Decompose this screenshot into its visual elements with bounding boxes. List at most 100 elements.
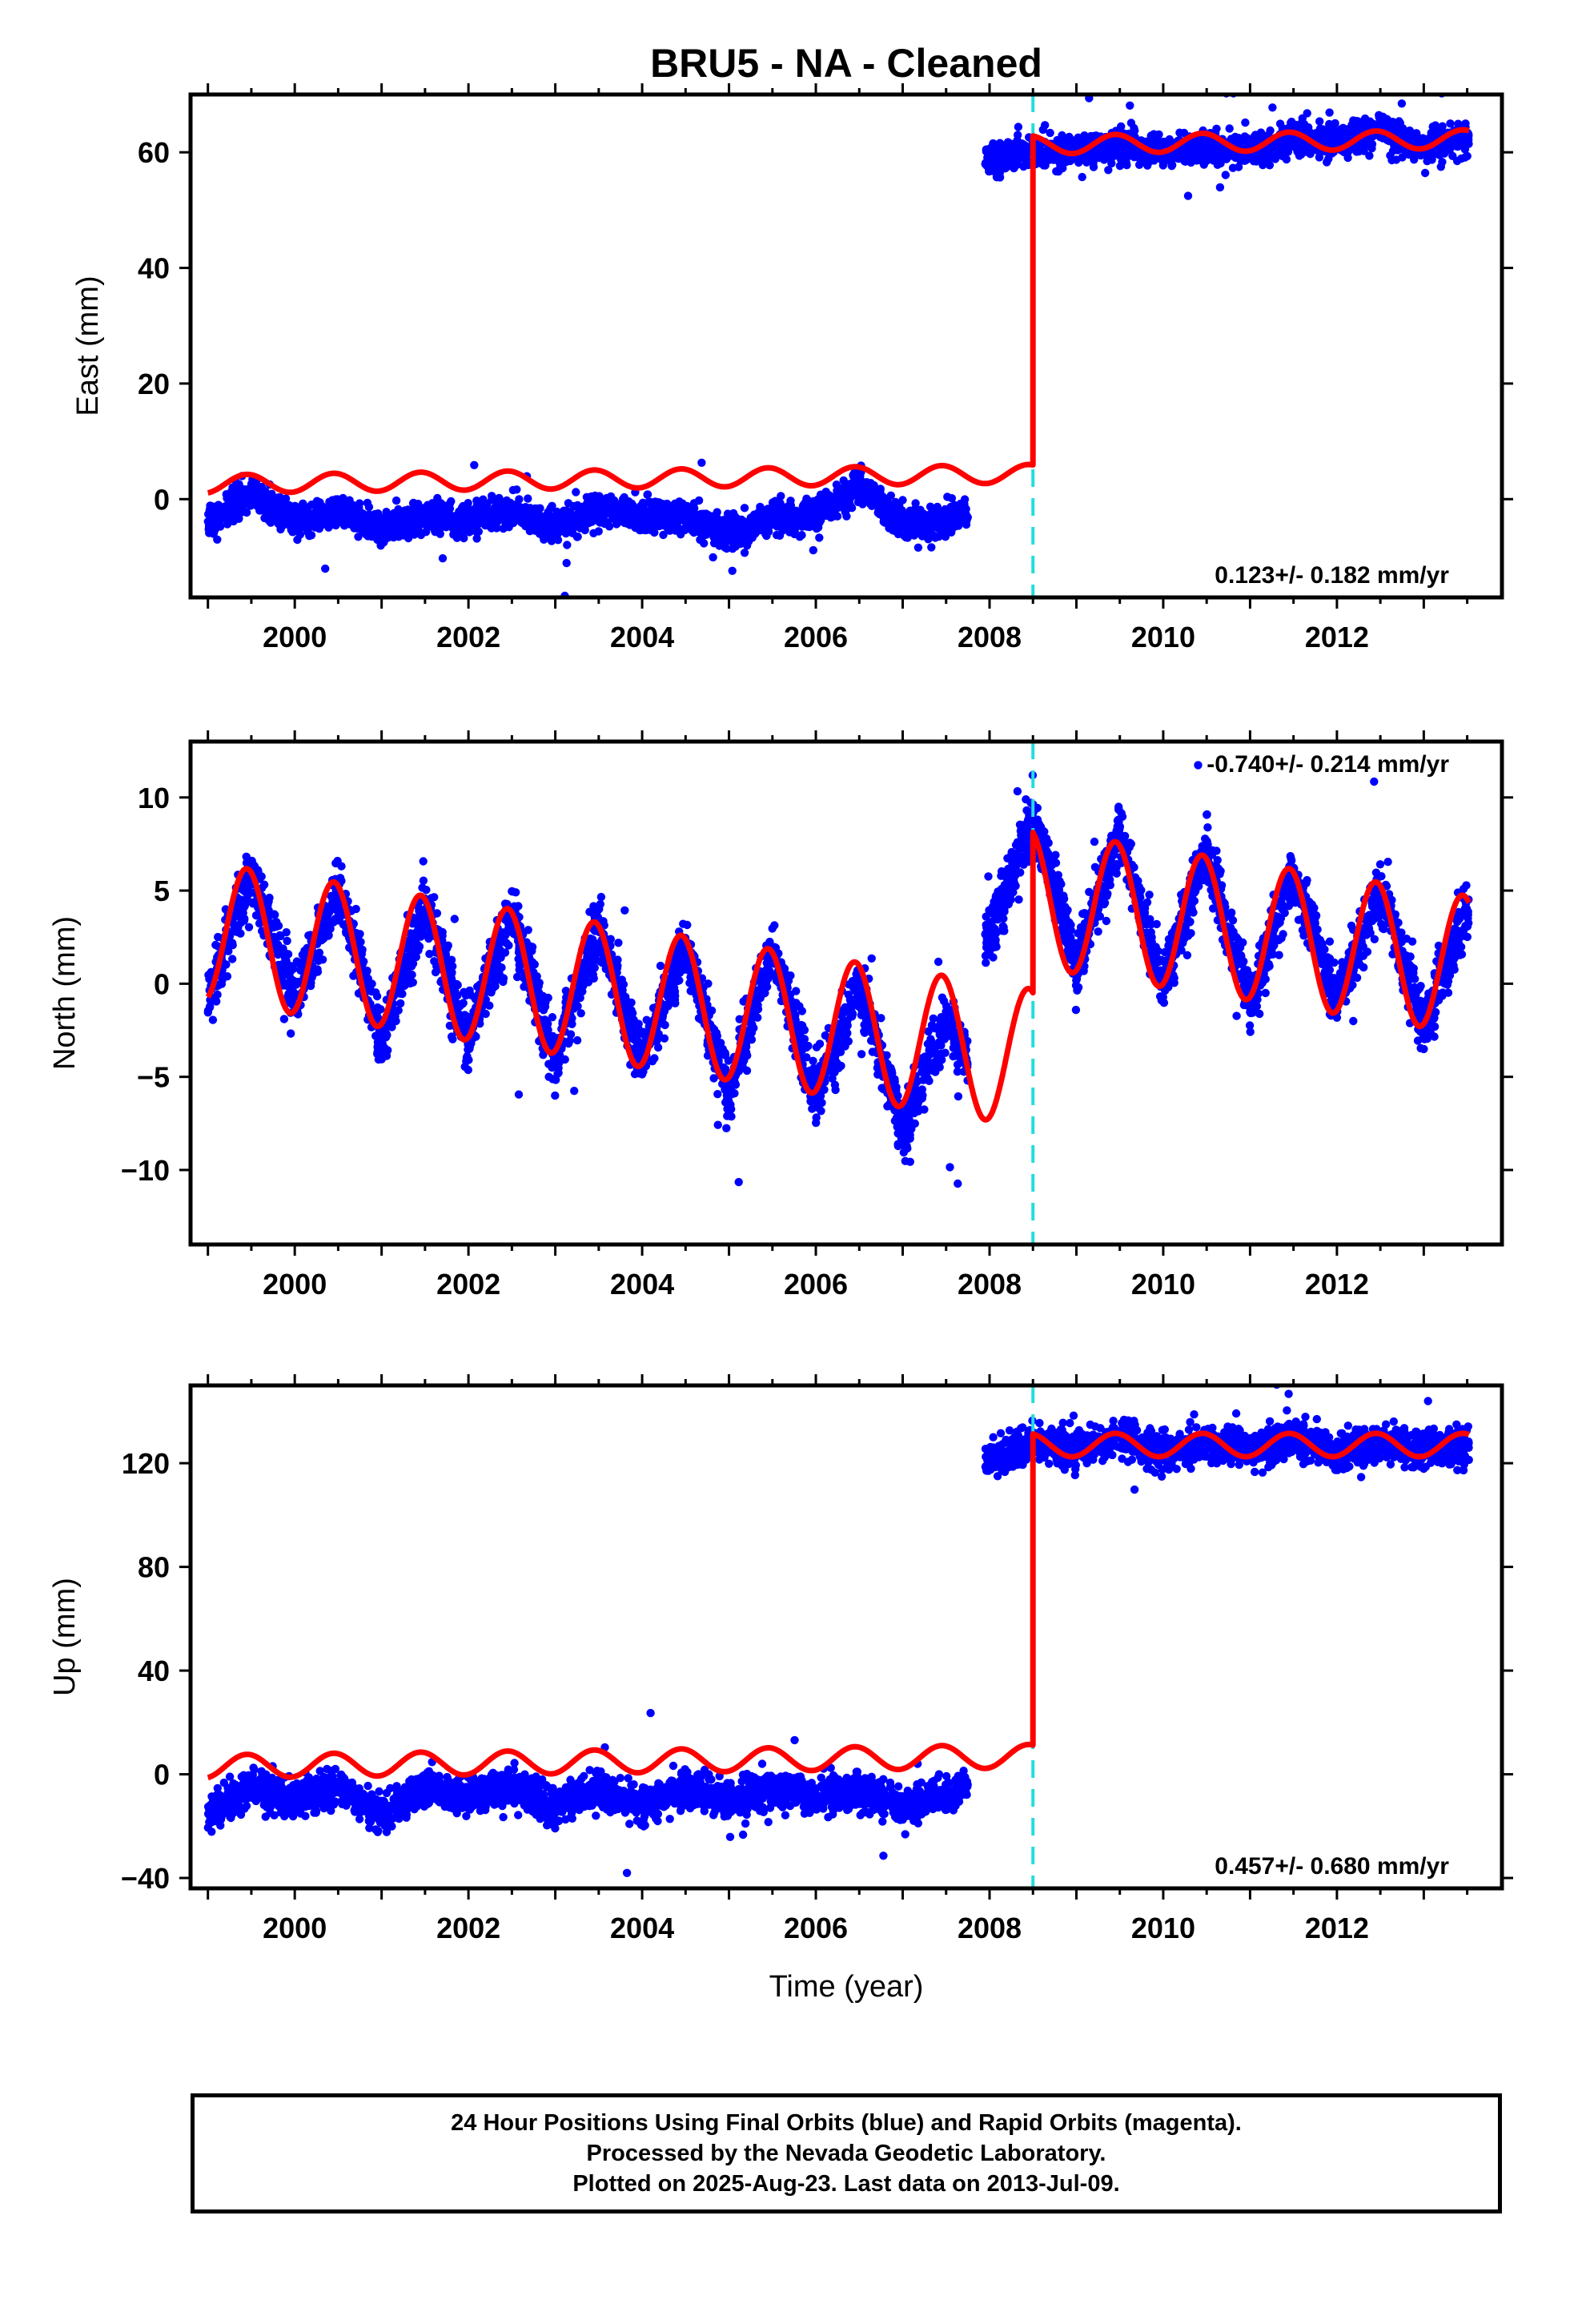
data-point	[472, 534, 481, 543]
data-point	[246, 482, 255, 492]
data-point	[564, 512, 573, 521]
data-point	[258, 506, 267, 515]
data-point	[1089, 163, 1098, 171]
data-point	[1303, 109, 1311, 118]
data-point	[1221, 171, 1231, 179]
data-point	[1002, 159, 1011, 168]
data-point	[862, 481, 871, 490]
data-point	[1447, 136, 1456, 146]
data-point	[1197, 139, 1206, 148]
data-point	[308, 500, 318, 509]
data-point	[391, 496, 401, 505]
data-point	[832, 480, 841, 489]
data-point	[658, 505, 667, 514]
x-tick-label: 2006	[784, 621, 848, 653]
data-point	[735, 517, 744, 527]
data-point	[796, 508, 805, 517]
data-point	[765, 508, 774, 517]
data-point	[525, 527, 534, 536]
data-point	[1117, 122, 1126, 131]
data-point	[347, 518, 357, 528]
data-point	[709, 553, 717, 562]
data-point	[631, 519, 640, 529]
data-point	[291, 520, 300, 529]
data-point	[1065, 132, 1074, 142]
data-point	[700, 539, 709, 548]
data-point	[499, 524, 508, 533]
data-point	[337, 516, 347, 525]
data-point	[256, 489, 265, 498]
data-point	[779, 514, 788, 524]
data-point	[547, 537, 556, 545]
data-point	[1130, 126, 1139, 135]
data-point	[653, 498, 662, 507]
data-point	[689, 499, 699, 508]
data-point	[1155, 139, 1164, 147]
data-point	[823, 507, 832, 516]
data-point	[571, 518, 580, 527]
panel-east: 2000 2002 2004 2006 2008 2010 20120204060East …	[71, 83, 1513, 653]
data-point	[903, 533, 912, 542]
data-point	[457, 509, 466, 517]
data-point	[568, 529, 577, 537]
data-point	[765, 515, 774, 524]
data-point	[717, 532, 725, 541]
data-point	[595, 492, 604, 501]
data-point	[786, 497, 795, 505]
data-point	[659, 530, 668, 540]
x-tick-label: 2000	[263, 621, 327, 653]
data-point	[911, 499, 920, 508]
data-point	[913, 543, 923, 552]
data-point	[1196, 156, 1205, 165]
data-point	[1126, 148, 1136, 157]
data-point	[590, 506, 599, 516]
data-point	[826, 513, 836, 522]
data-point	[319, 507, 327, 517]
data-point	[878, 513, 888, 521]
data-point	[1387, 155, 1396, 165]
data-point	[460, 516, 470, 525]
data-point	[315, 525, 323, 533]
data-point	[1423, 151, 1433, 160]
rate-annotation: 0.123+/- 0.182 mm/yr	[1215, 562, 1449, 589]
data-point	[1078, 172, 1086, 182]
plot-area	[203, 94, 1473, 597]
data-point	[528, 511, 537, 520]
data-point	[270, 514, 279, 523]
data-point	[308, 510, 317, 520]
data-point	[721, 543, 729, 552]
data-point	[1397, 99, 1407, 108]
data-point	[240, 493, 250, 501]
data-point	[363, 532, 372, 541]
data-point	[681, 517, 691, 526]
x-tick-label: 2002	[436, 621, 500, 653]
data-point	[727, 517, 736, 526]
data-point	[1433, 148, 1443, 157]
data-point	[1365, 151, 1374, 160]
data-point	[342, 497, 351, 506]
data-point	[223, 520, 232, 529]
data-point	[1268, 103, 1277, 112]
data-point	[1446, 119, 1455, 128]
x-tick-label: 2010	[1131, 621, 1195, 653]
data-point	[368, 521, 377, 530]
data-point	[433, 524, 442, 533]
data-point	[464, 499, 472, 508]
data-point	[580, 513, 590, 522]
y-tick-label: 40	[138, 252, 170, 285]
data-point	[422, 521, 431, 530]
data-point	[488, 520, 498, 529]
data-points	[203, 94, 1473, 597]
data-point	[1283, 139, 1292, 149]
data-point	[303, 522, 312, 531]
data-point	[1252, 157, 1261, 166]
data-point	[771, 497, 780, 505]
data-point	[1236, 156, 1245, 166]
data-point	[1325, 108, 1334, 117]
data-point	[802, 494, 811, 503]
y-tick-label: 20	[138, 368, 170, 400]
data-point	[277, 505, 287, 513]
data-point	[374, 509, 383, 518]
data-point	[686, 506, 695, 516]
data-point	[611, 505, 620, 514]
